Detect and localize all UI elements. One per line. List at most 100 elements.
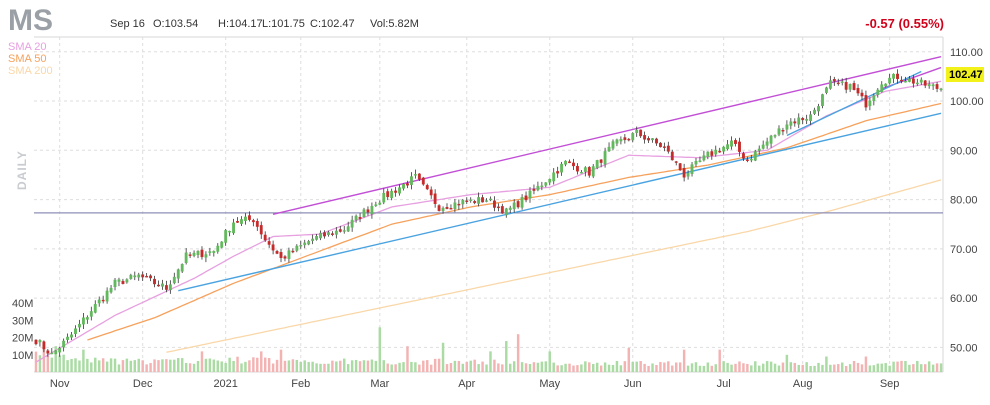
y-tick-label: 60.00 bbox=[950, 293, 978, 305]
volume-bar bbox=[457, 360, 461, 372]
candle-body bbox=[204, 254, 208, 258]
x-tick-label: Jun bbox=[624, 378, 642, 390]
candle-body bbox=[631, 133, 635, 141]
volume-bar bbox=[362, 360, 366, 372]
volume-bar bbox=[485, 364, 488, 372]
volume-bar bbox=[825, 356, 828, 372]
candle-body bbox=[251, 220, 255, 223]
candle-body bbox=[793, 121, 797, 124]
candle-body bbox=[354, 215, 358, 221]
candle-body bbox=[319, 232, 322, 239]
candle-body bbox=[504, 208, 508, 216]
candle-body bbox=[556, 171, 560, 174]
volume-bar bbox=[327, 363, 330, 372]
x-tick-label: May bbox=[539, 378, 560, 390]
candle-body bbox=[615, 139, 619, 144]
volume-bar bbox=[418, 364, 421, 372]
candle-body bbox=[295, 245, 299, 251]
candle-body bbox=[706, 151, 710, 157]
volume-bar bbox=[212, 359, 216, 372]
candle-body bbox=[868, 100, 872, 107]
candle-body bbox=[338, 229, 342, 232]
volume-bar bbox=[441, 342, 445, 372]
volume-bar bbox=[524, 363, 528, 372]
candle-body bbox=[188, 254, 192, 256]
volume-bar bbox=[58, 355, 61, 372]
candle-body bbox=[777, 128, 781, 135]
candle-body bbox=[599, 159, 603, 163]
volume-bar bbox=[872, 365, 876, 372]
volume-bar bbox=[426, 360, 429, 372]
volume-bar bbox=[489, 351, 492, 372]
candle-body bbox=[370, 205, 374, 215]
volume-bar bbox=[192, 363, 196, 372]
volume-bar bbox=[453, 360, 457, 372]
header-date: Sep 16 bbox=[110, 18, 145, 30]
volume-bar bbox=[876, 363, 880, 372]
candle-body bbox=[789, 121, 793, 126]
candle-body bbox=[327, 232, 330, 235]
candle-body bbox=[271, 244, 275, 251]
candle-body bbox=[473, 201, 477, 204]
volume-bar bbox=[837, 364, 840, 372]
volume-bar bbox=[497, 363, 500, 372]
candle-body bbox=[89, 311, 93, 317]
volume-bar bbox=[117, 364, 121, 372]
candle-body bbox=[390, 190, 394, 199]
volume-bar bbox=[686, 365, 690, 372]
candle-body bbox=[244, 216, 247, 221]
candle-body bbox=[690, 164, 694, 174]
candle-body bbox=[481, 197, 484, 203]
candle-body bbox=[224, 230, 228, 243]
candle-body bbox=[279, 252, 283, 258]
candle-body bbox=[785, 124, 789, 130]
volume-bar bbox=[912, 364, 915, 372]
candle-body bbox=[307, 241, 311, 245]
candle-body bbox=[323, 232, 326, 237]
volume-bar bbox=[129, 360, 133, 372]
candle-body bbox=[469, 199, 473, 201]
volume-bar bbox=[848, 364, 852, 372]
volume-bar bbox=[153, 359, 156, 372]
candle-body bbox=[564, 160, 567, 165]
sma200-line bbox=[166, 179, 942, 353]
candle-body bbox=[627, 138, 631, 141]
volume-bar bbox=[864, 356, 868, 372]
volume-tick-label: 10M bbox=[12, 350, 33, 362]
candle-body bbox=[228, 230, 232, 233]
volume-bar bbox=[690, 363, 694, 372]
candle-body bbox=[113, 279, 117, 288]
candle-body bbox=[109, 287, 113, 293]
candle-body bbox=[93, 304, 97, 313]
volume-bar bbox=[366, 360, 370, 372]
candle-body bbox=[386, 191, 390, 198]
volume-bar bbox=[469, 360, 472, 372]
volume-bar bbox=[390, 364, 393, 372]
candle-body bbox=[153, 278, 156, 285]
volume-bar bbox=[603, 362, 607, 372]
candle-body bbox=[848, 83, 852, 90]
volume-bar bbox=[576, 365, 579, 372]
candle-body bbox=[710, 151, 714, 156]
volume-bar bbox=[512, 361, 516, 372]
candle-body bbox=[374, 204, 378, 206]
volume-bar bbox=[844, 365, 848, 372]
volume-bar bbox=[639, 361, 642, 372]
volume-bar bbox=[675, 362, 678, 372]
candle-body bbox=[417, 173, 421, 180]
volume-bar bbox=[797, 364, 800, 372]
candle-body bbox=[410, 176, 413, 185]
candle-body bbox=[465, 200, 469, 202]
volume-bar bbox=[481, 361, 484, 372]
volume-bar bbox=[556, 365, 559, 372]
candle-body bbox=[34, 339, 38, 345]
volume-bar bbox=[560, 365, 563, 372]
candle-body bbox=[635, 129, 639, 133]
candle-body bbox=[161, 283, 164, 287]
candle-body bbox=[346, 226, 350, 232]
volume-bar bbox=[402, 362, 405, 372]
candle-body bbox=[575, 165, 579, 172]
y-tick-label: 90.00 bbox=[950, 145, 978, 157]
candle-body bbox=[544, 182, 548, 186]
